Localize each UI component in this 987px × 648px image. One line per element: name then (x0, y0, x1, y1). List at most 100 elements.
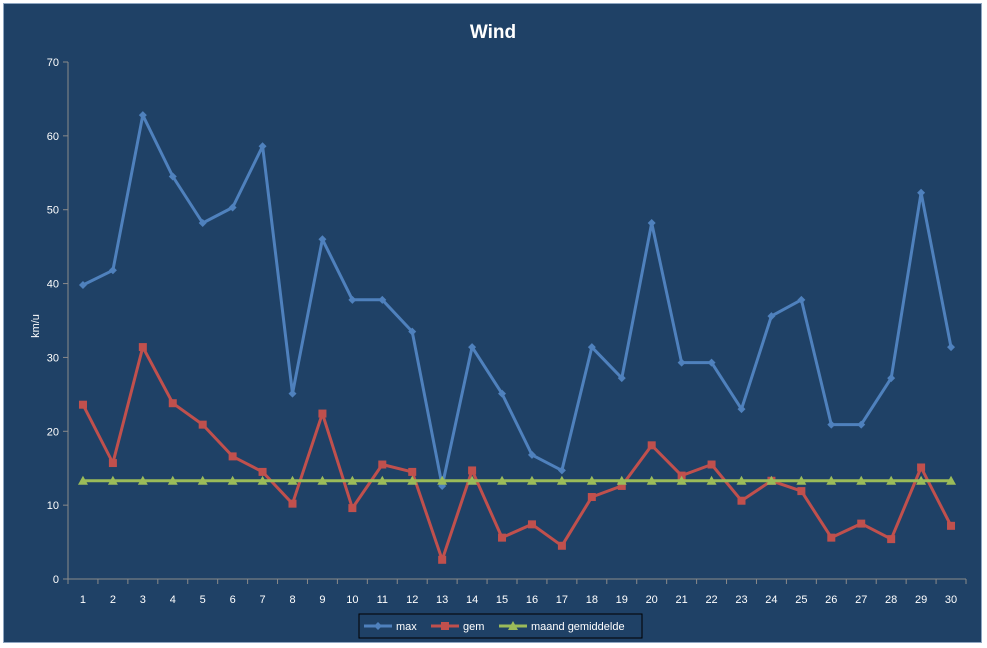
legend-marker (374, 622, 382, 630)
x-tick-label: 18 (586, 594, 598, 606)
data-point-maand-gemiddelde (107, 475, 118, 485)
x-tick-label: 17 (556, 594, 568, 606)
data-point-maand-gemiddelde (197, 475, 208, 485)
data-point-max (587, 343, 596, 352)
data-point-maand-gemiddelde (706, 475, 717, 485)
data-point-maand-gemiddelde (766, 475, 777, 485)
data-point-max (408, 327, 417, 336)
data-point-max (917, 188, 926, 197)
data-point-maand-gemiddelde (467, 475, 478, 485)
x-tick-label: 23 (735, 594, 747, 606)
x-tick-label: 9 (319, 594, 325, 606)
x-tick-label: 2 (110, 594, 116, 606)
data-point-maand-gemiddelde (916, 475, 927, 485)
data-point-gem (108, 459, 117, 468)
x-tick-label: 21 (676, 594, 688, 606)
x-tick-label: 27 (855, 594, 867, 606)
series-line-gem (81, 345, 953, 562)
legend-label: max (396, 621, 417, 633)
data-point-gem (557, 541, 566, 550)
series-gem (78, 343, 956, 564)
data-point-max (887, 374, 896, 383)
data-point-gem (198, 420, 207, 429)
data-point-maand-gemiddelde (556, 475, 567, 485)
data-point-gem (348, 504, 357, 513)
data-point-gem (527, 520, 536, 529)
data-point-max (557, 466, 566, 475)
legend-entry-max: max (364, 621, 417, 633)
data-point-gem (138, 343, 147, 352)
x-tick-label: 11 (377, 594, 388, 606)
legend-label: maand gemiddelde (531, 621, 625, 633)
data-point-gem (498, 533, 507, 542)
x-tick-label: 4 (170, 594, 176, 606)
data-point-gem (917, 463, 926, 472)
data-point-maand-gemiddelde (676, 475, 687, 485)
data-point-maand-gemiddelde (946, 475, 957, 485)
x-tick-label: 3 (140, 594, 146, 606)
data-point-gem (78, 400, 87, 409)
data-point-maand-gemiddelde (137, 475, 148, 485)
data-point-maand-gemiddelde (317, 475, 328, 485)
x-tick-label: 6 (230, 594, 236, 606)
data-point-max (258, 142, 267, 151)
data-point-maand-gemiddelde (616, 475, 627, 485)
data-point-maand-gemiddelde (437, 475, 448, 485)
data-point-max (198, 219, 207, 228)
legend-marker (508, 621, 518, 630)
data-point-gem (617, 481, 626, 490)
y-tick-label: 40 (47, 279, 59, 291)
data-point-gem (737, 496, 746, 505)
x-tick-label: 5 (200, 594, 206, 606)
x-tick-label: 15 (496, 594, 508, 606)
x-tick-label: 7 (260, 594, 266, 606)
y-tick-label: 0 (53, 574, 59, 586)
data-point-max (468, 343, 477, 352)
x-tick-label: 20 (646, 594, 658, 606)
x-tick-label: 1 (80, 594, 86, 606)
x-tick-label: 13 (436, 594, 448, 606)
x-tick-label: 29 (915, 594, 927, 606)
data-point-max (827, 420, 836, 429)
data-point-maand-gemiddelde (347, 475, 358, 485)
data-point-maand-gemiddelde (227, 475, 238, 485)
data-point-max (527, 450, 536, 459)
x-tick-label: 8 (289, 594, 295, 606)
data-point-maand-gemiddelde (886, 475, 897, 485)
data-point-maand-gemiddelde (377, 475, 388, 485)
data-point-gem (587, 493, 596, 502)
data-point-maand-gemiddelde (287, 475, 298, 485)
data-point-gem (947, 521, 956, 530)
data-point-gem (887, 535, 896, 544)
data-point-gem (468, 466, 477, 475)
y-tick-label: 70 (47, 57, 59, 69)
data-point-maand-gemiddelde (257, 475, 268, 485)
legend-entry-maand-gemiddelde: maand gemiddelde (499, 621, 625, 633)
x-tick-label: 12 (406, 594, 418, 606)
y-tick-label: 60 (47, 131, 59, 143)
data-point-gem (647, 441, 656, 450)
data-point-maand-gemiddelde (407, 475, 418, 485)
data-point-max (707, 358, 716, 367)
y-tick-label: 20 (47, 426, 59, 438)
data-point-maand-gemiddelde (586, 475, 597, 485)
data-point-gem (438, 555, 447, 564)
x-tick-label: 14 (466, 594, 478, 606)
x-tick-label: 28 (885, 594, 897, 606)
x-tick-label: 22 (705, 594, 717, 606)
data-point-gem (378, 460, 387, 469)
data-point-gem (318, 409, 327, 418)
chart-frame: Wind km/u 0 10 20 30 40 50 60 70 1 2 3 4 5 6 7 8 9 10 11 12… (3, 3, 982, 643)
data-point-max (318, 235, 327, 244)
data-point-maand-gemiddelde (77, 475, 88, 485)
data-point-maand-gemiddelde (856, 475, 867, 485)
y-tick-label: 50 (47, 205, 59, 217)
data-point-gem (857, 519, 866, 528)
data-point-max (108, 266, 117, 275)
x-tick-label: 26 (825, 594, 837, 606)
x-tick-label: 30 (945, 594, 957, 606)
data-point-maand-gemiddelde (796, 475, 807, 485)
data-point-max (228, 203, 237, 212)
data-point-max (737, 405, 746, 414)
